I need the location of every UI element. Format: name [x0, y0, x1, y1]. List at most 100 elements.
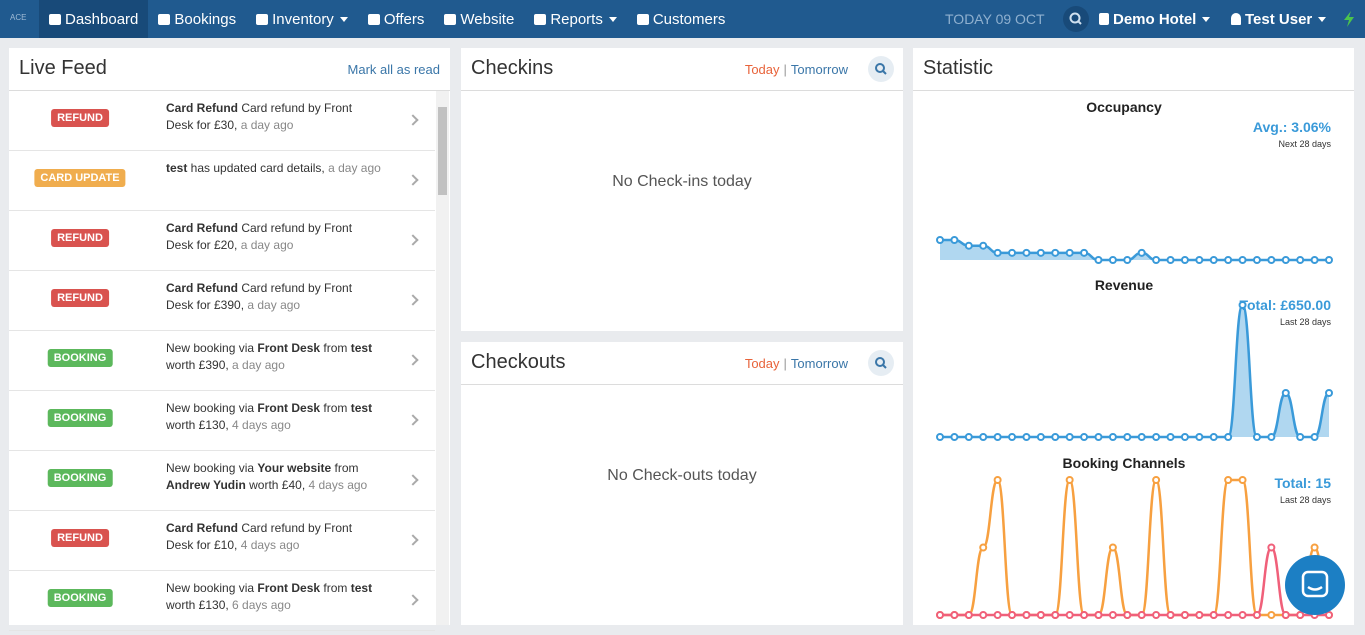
point [1152, 611, 1161, 619]
nav-item[interactable]: Reports [524, 0, 627, 38]
nav-icon [49, 13, 61, 25]
feed-row[interactable]: BOOKING New booking via Your website from… [9, 451, 435, 511]
point [1036, 611, 1045, 619]
chart-period: Last 28 days [1280, 495, 1332, 505]
feed-segment: test [166, 161, 188, 175]
point [1022, 611, 1031, 619]
point [1008, 611, 1017, 619]
line [940, 303, 1331, 439]
nav-item[interactable]: Offers [358, 0, 435, 38]
nav-item[interactable]: Website [434, 0, 524, 38]
feed-segment: Card Refund [166, 221, 238, 235]
point [1252, 433, 1261, 441]
feed-segment: has updated card details, [187, 161, 329, 175]
feed-row[interactable]: REFUND Card Refund Card refund by Front D… [9, 271, 435, 331]
scrollbar[interactable] [436, 91, 449, 625]
mark-all-read[interactable]: Mark all as read [347, 62, 440, 77]
feed-row[interactable]: BOOKING New booking via Front Desk from t… [9, 331, 435, 391]
feed-row[interactable]: BOOKING New booking via Front Desk from t… [9, 571, 435, 631]
panel-title: Live Feed [19, 57, 107, 79]
nav-search[interactable] [1063, 6, 1089, 32]
tomorrow-link[interactable]: Tomorrow [790, 62, 848, 77]
point [979, 241, 988, 250]
nav-item[interactable]: Dashboard [39, 0, 149, 38]
feed-row[interactable]: REFUND Card Refund Card refund by Front D… [9, 91, 435, 151]
point [1166, 433, 1175, 441]
scroll-thumb[interactable] [438, 107, 447, 195]
empty-message: No Check-outs today [607, 467, 757, 484]
user-menu[interactable]: Test User [1231, 0, 1327, 38]
feed-time: 4 days ago [232, 418, 291, 432]
panel-header: Live Feed Mark all as read [9, 48, 450, 91]
point [1325, 389, 1333, 397]
point [1224, 256, 1233, 264]
point [1281, 389, 1290, 397]
point [1224, 476, 1233, 484]
point [936, 236, 944, 244]
search-button[interactable] [868, 56, 894, 82]
feed-segment: test [350, 581, 373, 595]
point [1281, 256, 1290, 264]
point [993, 611, 1002, 619]
feed-list: REFUND Card Refund Card refund by Front D… [9, 91, 435, 631]
point [1252, 611, 1261, 619]
live-feed-panel: Live Feed Mark all as read REFUND Card Re… [9, 48, 450, 631]
chevron [407, 234, 419, 246]
point [1137, 611, 1146, 619]
feed-text: New booking via Your website from Andrew… [166, 460, 381, 494]
point [1123, 611, 1132, 619]
feed-row[interactable]: CARD UPDATE test has updated card details… [9, 151, 435, 211]
nav-item[interactable]: Inventory [246, 0, 358, 38]
point [1166, 256, 1175, 264]
point [1325, 256, 1333, 264]
feed-row[interactable]: REFUND Card Refund Card refund by Front D… [9, 511, 435, 571]
feed-segment: worth £390, [166, 358, 233, 372]
feed-segment: Card refund by Front Desk for £10, [166, 521, 353, 552]
feed-segment: Front Desk [257, 341, 321, 355]
point [1296, 611, 1305, 619]
badge: REFUND [51, 229, 109, 247]
point [1108, 256, 1117, 264]
point [1195, 256, 1204, 264]
day-switch: Today | Tomorrow [745, 62, 848, 77]
feed-row[interactable]: REFUND Card Refund Card refund by Front D… [9, 211, 435, 271]
feed-text: Card Refund Card refund by Front Desk fo… [166, 520, 381, 554]
point [950, 236, 959, 244]
today-link[interactable]: Today [744, 356, 780, 371]
point [964, 611, 973, 619]
nav-item[interactable]: Bookings [148, 0, 246, 38]
chat-button[interactable] [1285, 555, 1345, 615]
search-button[interactable] [868, 350, 894, 376]
point [936, 433, 944, 441]
nav-item[interactable]: Customers [627, 0, 736, 38]
checkouts-panel: Checkouts Today | Tomorrow No Check-outs t… [461, 342, 903, 625]
nav-label: Website [460, 10, 515, 28]
point [1152, 476, 1161, 484]
point [1180, 256, 1189, 264]
feed-text: New booking via Front Desk from test wor… [166, 400, 381, 434]
point [1238, 256, 1247, 264]
chart-summary: Avg.: 3.06% [1253, 119, 1332, 135]
today-link[interactable]: Today [744, 62, 780, 77]
tomorrow-link[interactable]: Tomorrow [790, 356, 848, 371]
feed-segment: Front Desk [257, 581, 321, 595]
feed-time: a day ago [240, 118, 294, 132]
point [1310, 433, 1319, 441]
chevron [407, 414, 419, 426]
brand[interactable]: ACE [10, 13, 27, 22]
separator: | [783, 62, 787, 77]
feed-time: a day ago [232, 358, 285, 372]
point [1008, 433, 1017, 441]
chart-summary: Total: £650.00 [1239, 297, 1331, 313]
feed-row[interactable]: BOOKING New booking via Front Desk from t… [9, 391, 435, 451]
chevron [407, 354, 419, 366]
hotel-menu[interactable]: Demo Hotel [1099, 0, 1211, 38]
point [1252, 256, 1261, 264]
statistic-charts: Occupancy Avg.: 3.06% Next 28 days Revenue T… [936, 99, 1333, 619]
line [939, 238, 1329, 262]
point [1080, 433, 1089, 441]
chart-title: Booking Channels [1063, 455, 1186, 471]
chevron [407, 474, 419, 486]
